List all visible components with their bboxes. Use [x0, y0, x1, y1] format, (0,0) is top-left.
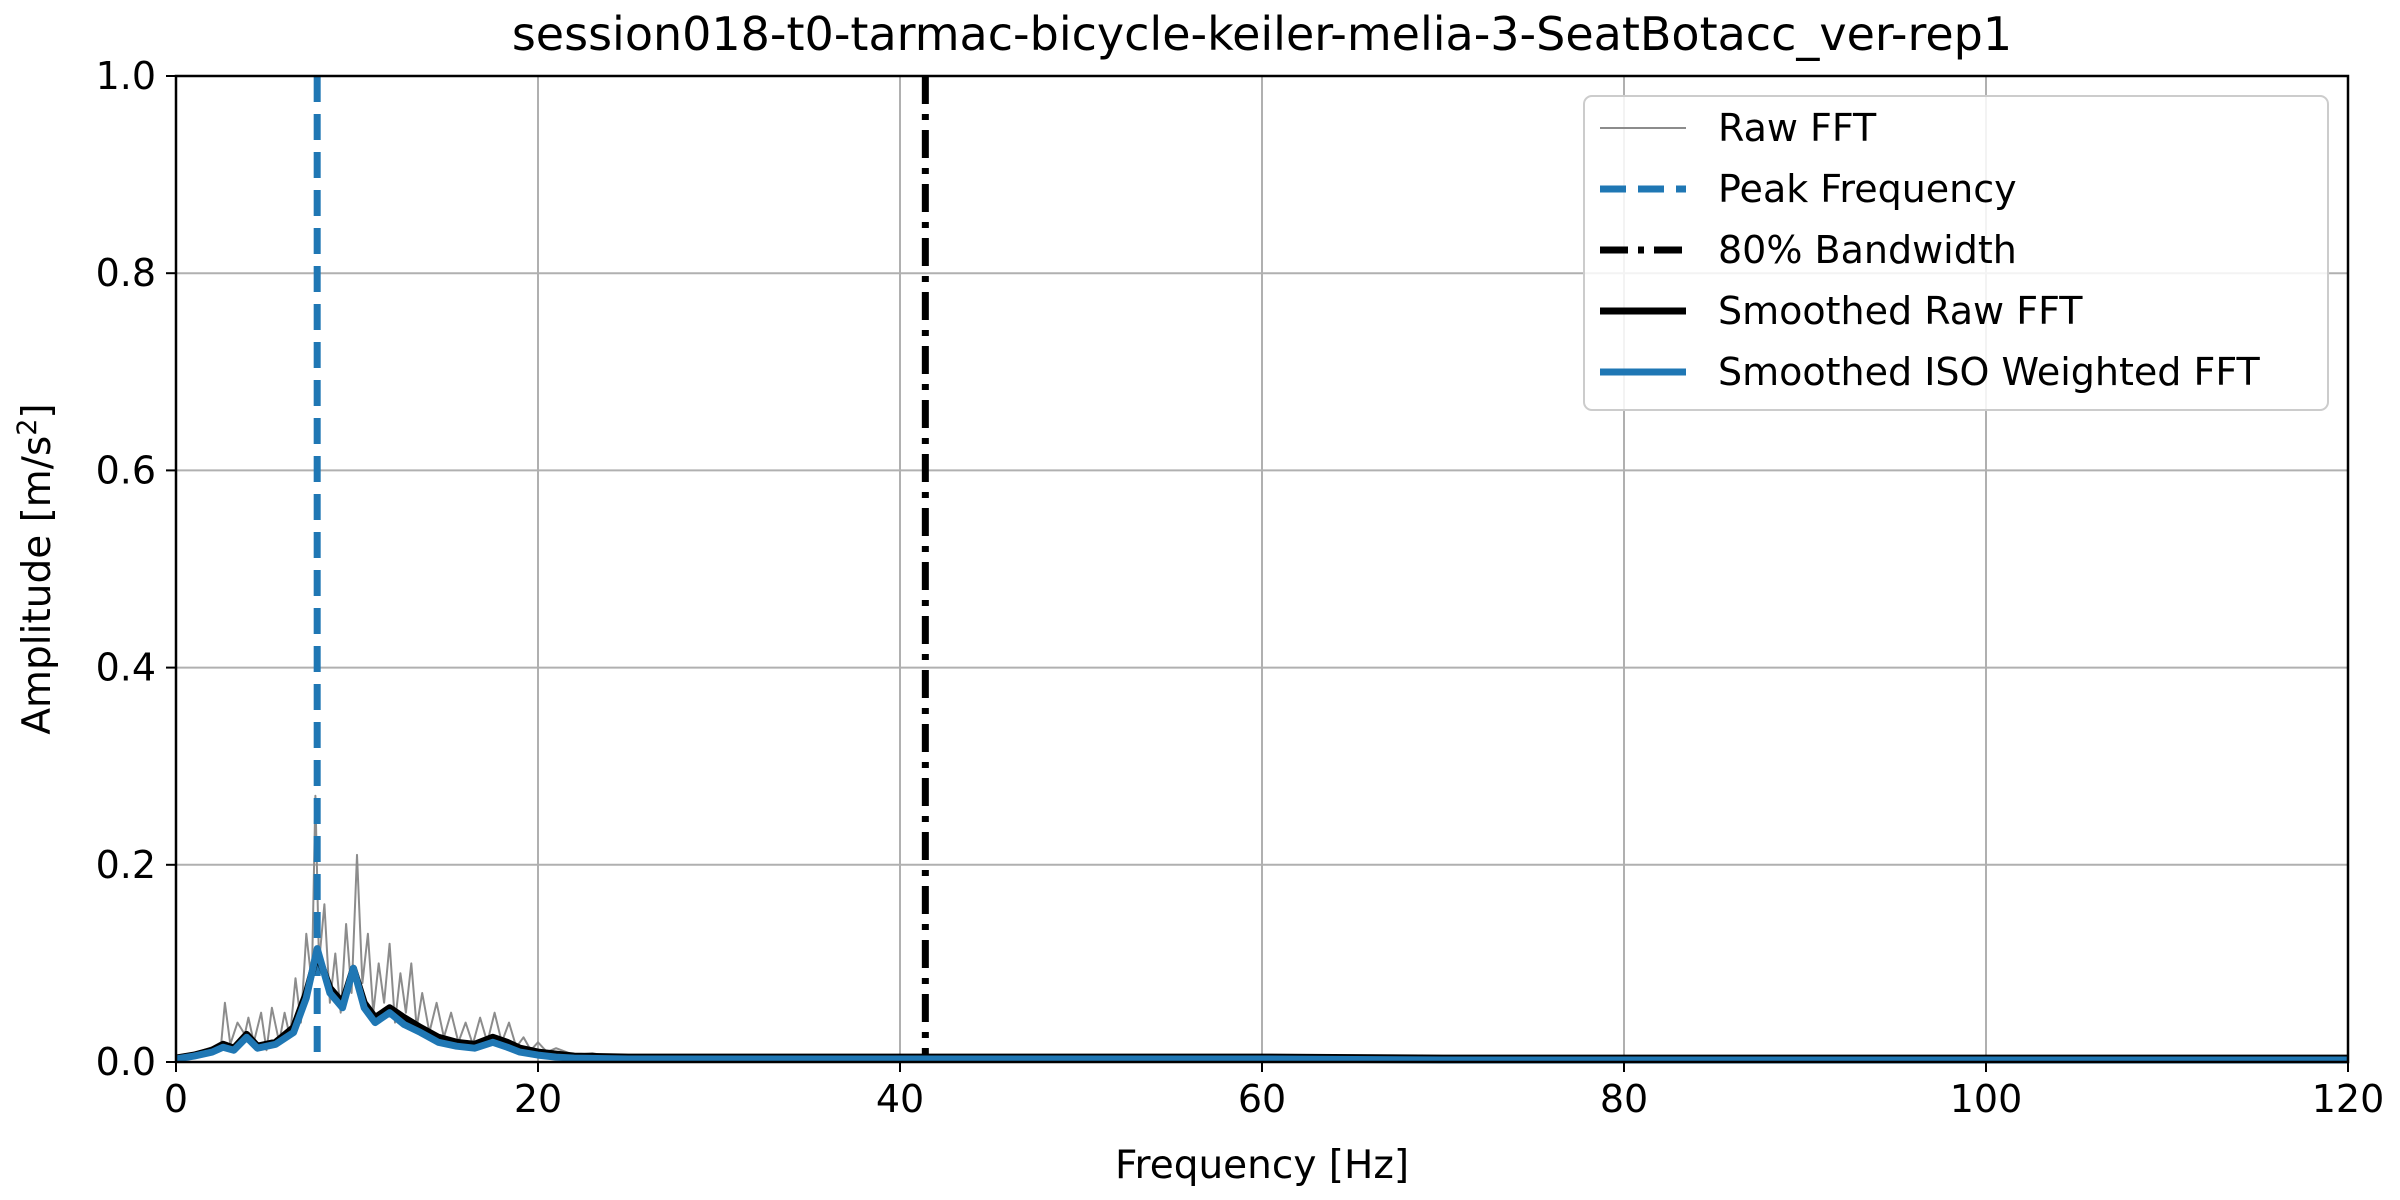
chart-title: session018-t0-tarmac-bicycle-keiler-meli… [512, 7, 2012, 61]
x-axis-title: Frequency [Hz] [1115, 1143, 1409, 1188]
legend: Raw FFT Peak Frequency 80% Bandwidth Smooth… [1583, 95, 2329, 411]
y-axis-title: Amplitude [m/s2] [12, 403, 60, 734]
tick-layer: 0 20 40 60 80 100 120 0.0 0.2 0.4 0.6 0.8 1.0 [96, 54, 2385, 1121]
x-tick-label: 40 [876, 1077, 924, 1121]
legend-label: 80% Bandwidth [1718, 228, 2017, 272]
y-tick-label: 0.8 [96, 251, 156, 295]
x-tick-label: 0 [164, 1077, 188, 1121]
y-tick-label: 0.4 [96, 646, 156, 690]
y-tick-label: 0.6 [96, 448, 156, 492]
legend-label: Peak Frequency [1718, 167, 2017, 211]
y-axis-title-superscript: 2 [12, 419, 43, 436]
x-tick-label: 20 [514, 1077, 562, 1121]
y-axis-title-main: Amplitude [m/s [15, 436, 60, 735]
legend-label: Smoothed Raw FFT [1718, 289, 2083, 333]
legend-label: Raw FFT [1718, 106, 1877, 150]
smoothed-iso-fft-line [175, 945, 2348, 1064]
data-layer [175, 76, 2348, 1064]
legend-label: Smoothed ISO Weighted FFT [1718, 350, 2261, 394]
x-tick-label: 80 [1600, 1077, 1648, 1121]
x-tick-label: 120 [2312, 1077, 2385, 1121]
y-axis-title-close: ] [15, 403, 60, 418]
y-tick-label: 1.0 [96, 54, 156, 98]
x-tick-label: 60 [1238, 1077, 1286, 1121]
y-tick-label: 0.0 [96, 1040, 156, 1084]
legend-box [1583, 95, 2329, 411]
y-tick-label: 0.2 [96, 843, 156, 887]
x-tick-label: 100 [1950, 1077, 2023, 1121]
